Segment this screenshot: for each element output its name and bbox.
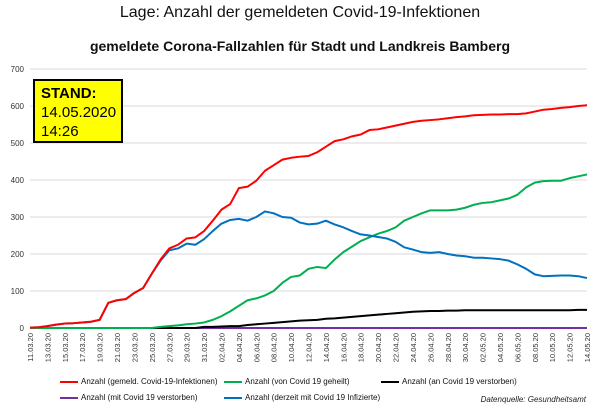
y-tick-label: 100 [11,287,25,296]
legend-label: Anzahl (mit Covid 19 verstorben) [81,393,198,402]
y-axis-ticks: 0 100 200 300 400 500 600 700 [11,65,25,333]
y-tick-label: 600 [11,102,25,111]
x-tick-label: 17.03.20 [78,333,87,362]
stand-label: STAND: [41,85,97,102]
legend-label: Anzahl (derzeit mit Covid 19 Infizierte) [245,393,381,402]
chart-title: gemeldete Corona-Fallzahlen für Stadt un… [89,38,511,54]
legend-swatch [60,396,78,399]
x-tick-label: 06.04.20 [252,333,261,362]
stand-box: STAND: 14.05.2020 14:26 [33,79,123,143]
x-tick-label: 06.05.20 [513,333,522,362]
x-tick-label: 24.04.20 [409,333,418,362]
x-tick-label: 15.03.20 [61,333,70,362]
x-tick-label: 10.05.20 [548,333,557,362]
series-line [30,308,587,329]
stand-time: 14:26 [41,123,79,140]
x-tick-label: 12.05.20 [566,333,575,362]
series-lines [29,104,588,329]
x-tick-label: 08.05.20 [531,333,540,362]
legend-label: Anzahl (gemeld. Covid-19-Infektionen) [81,377,218,386]
legend-item-current: Anzahl (derzeit mit Covid 19 Infizierte) [224,393,380,402]
x-tick-label: 02.04.20 [217,333,226,362]
legend-swatch [381,380,399,383]
legend-item-infections: Anzahl (gemeld. Covid-19-Infektionen) [60,377,218,386]
x-tick-label: 25.03.20 [148,333,157,362]
x-tick-label: 12.04.20 [305,333,314,362]
x-tick-label: 16.04.20 [339,333,348,362]
legend-item-recovered: Anzahl (von Covid 19 geheilt) [224,377,350,386]
x-tick-label: 23.03.20 [130,333,139,362]
y-tick-label: 0 [20,324,25,333]
y-tick-label: 700 [11,65,25,74]
legend-item-deaths: Anzahl (an Covid 19 verstorben) [381,377,517,386]
legend-swatch [60,380,78,383]
x-axis-ticks: 11.03.20 13.03.20 15.03.20 17.03.20 19.03.20… [26,333,592,362]
x-tick-label: 14.04.20 [322,333,331,362]
x-tick-label: 29.03.20 [183,333,192,362]
x-tick-label: 10.04.20 [287,333,296,362]
legend-label: Anzahl (von Covid 19 geheilt) [245,377,350,386]
x-tick-label: 14.05.20 [583,333,592,362]
x-tick-label: 13.03.20 [43,333,52,362]
x-tick-label: 31.03.20 [200,333,209,362]
x-tick-label: 26.04.20 [426,333,435,362]
x-tick-label: 19.03.20 [96,333,105,362]
series-line [29,104,588,329]
y-tick-label: 300 [11,213,25,222]
x-tick-label: 20.04.20 [374,333,383,362]
x-tick-label: 18.04.20 [357,333,366,362]
x-tick-label: 04.05.20 [496,333,505,362]
x-tick-label: 02.05.20 [479,333,488,362]
y-tick-label: 400 [11,176,25,185]
x-tick-label: 21.03.20 [113,333,122,362]
page-title: Lage: Anzahl der gemeldeten Covid-19-Inf… [119,4,481,21]
stand-date: 14.05.2020 [41,104,117,121]
x-tick-label: 28.04.20 [444,333,453,362]
x-tick-label: 11.03.20 [26,333,35,362]
x-tick-label: 22.04.20 [392,333,401,362]
x-tick-label: 04.04.20 [235,333,244,362]
x-tick-label: 08.04.20 [270,333,279,362]
legend-swatch [224,380,242,383]
x-tick-label: 27.03.20 [165,333,174,362]
legend-swatch [224,396,242,399]
y-tick-label: 200 [11,250,25,259]
legend-label: Anzahl (an Covid 19 verstorben) [402,377,517,386]
legend-item-with-covid: Anzahl (mit Covid 19 verstorben) [60,393,198,402]
x-tick-label: 30.04.20 [461,333,470,362]
series-line [30,173,588,329]
data-source: Datenquelle: Gesundheitsamt [480,395,586,404]
y-tick-label: 500 [11,139,25,148]
